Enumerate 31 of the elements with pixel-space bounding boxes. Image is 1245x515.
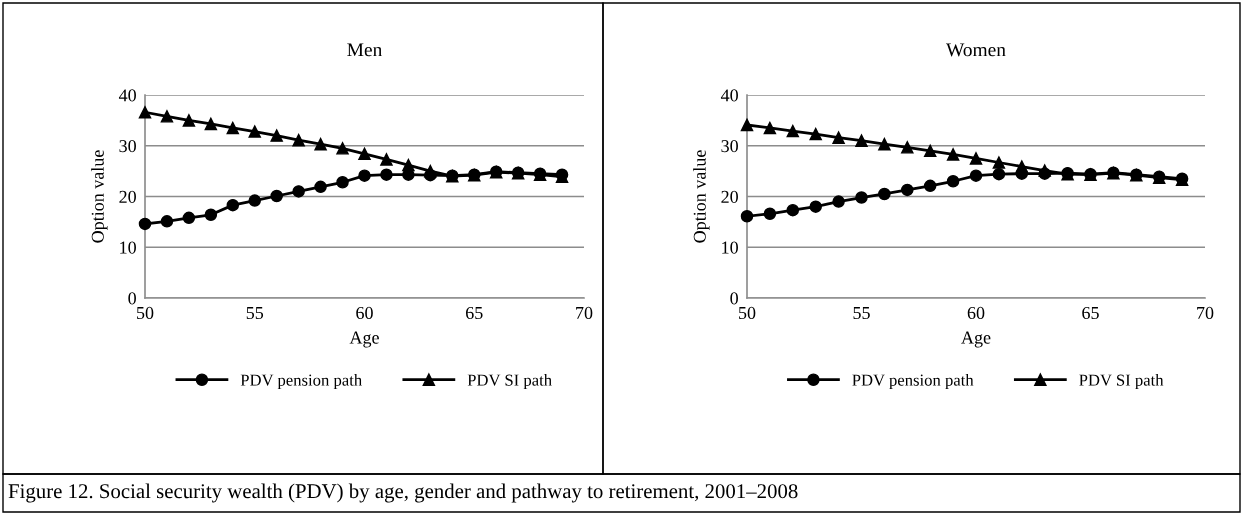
y-tick-label: 30	[119, 140, 136, 153]
chart-title: Women	[946, 43, 1006, 57]
x-axis-title: Age	[349, 331, 379, 348]
y-tick-label: 0	[730, 292, 738, 305]
y-axis-title: Option value	[693, 150, 710, 243]
y-tick-label: 20	[119, 190, 136, 203]
legend-label: PDV SI path	[1079, 374, 1164, 390]
chart-title: Men	[347, 43, 383, 57]
legend-label: PDV pension path	[240, 374, 362, 390]
y-axis-title: Option value	[91, 150, 108, 243]
x-tick-label: 50	[137, 306, 154, 320]
x-tick-label: 50	[739, 306, 756, 320]
y-tick-label: 10	[120, 241, 136, 254]
legend-label: PDV SI path	[467, 374, 552, 390]
caption: Figure 12. Social security wealth (PDV) by age, gender and pathway to retirement, 2001–2008	[8, 483, 798, 503]
x-tick-label: 70	[576, 306, 593, 320]
x-tick-label: 65	[1082, 306, 1099, 320]
legend-label: PDV pension path	[852, 374, 974, 390]
x-tick-label: 55	[246, 307, 264, 320]
y-tick-label: 10	[722, 241, 738, 254]
x-tick-label: 60	[356, 306, 373, 320]
y-tick-label: 30	[721, 140, 738, 153]
y-tick-label: 40	[118, 89, 136, 102]
x-tick-label: 60	[967, 306, 985, 320]
x-axis-title: Age	[961, 331, 991, 348]
y-tick-label: 20	[721, 190, 738, 203]
x-tick-label: 65	[466, 306, 483, 320]
y-tick-label: 40	[720, 89, 738, 102]
x-tick-label: 55	[853, 307, 870, 320]
y-tick-label: 0	[128, 292, 136, 305]
x-tick-label: 70	[1197, 306, 1214, 320]
